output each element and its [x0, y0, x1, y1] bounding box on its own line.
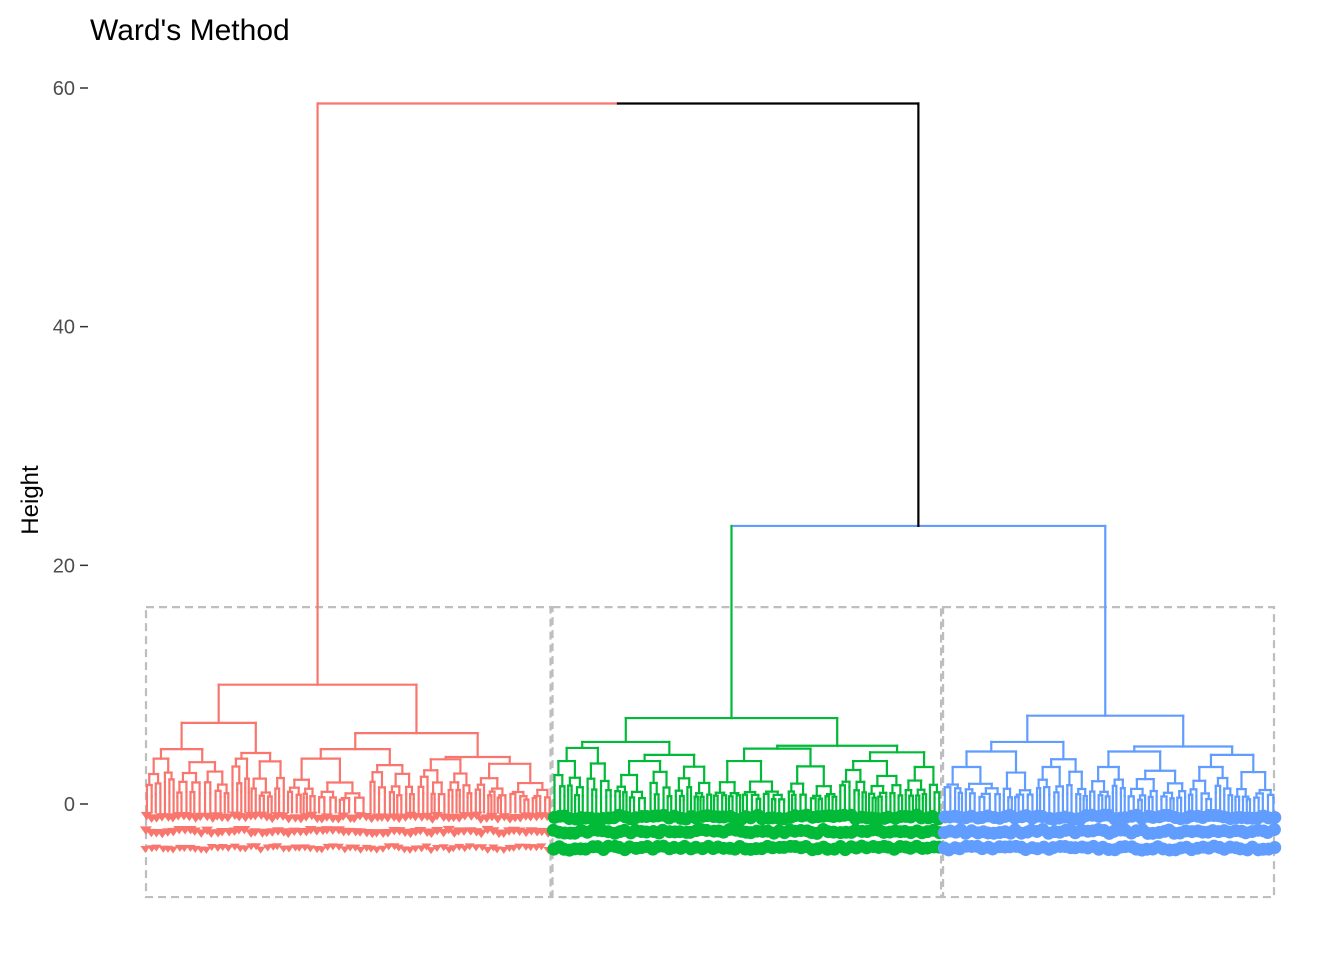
cluster-rectangle — [551, 605, 943, 899]
leaf-marker — [498, 846, 509, 854]
leaf-marker — [333, 843, 344, 851]
y-tick-label: 60 — [53, 78, 75, 100]
leaf-marker — [477, 844, 488, 852]
leaf-marker — [421, 812, 434, 822]
leaf-marker — [201, 846, 212, 854]
leaf-marker — [471, 844, 482, 852]
leaf-marker — [491, 815, 504, 824]
leaf-marker — [1268, 840, 1282, 854]
cluster-rectangle — [144, 605, 552, 899]
leaf-marker — [1268, 810, 1282, 824]
leaf-marker — [350, 844, 361, 852]
leaf-marker — [316, 846, 327, 854]
leaf-marker — [536, 843, 547, 851]
y-tick-label: 0 — [64, 794, 75, 816]
leaf-marker — [448, 845, 459, 853]
cluster-rectangles — [144, 605, 1276, 899]
y-axis: 0 20 40 60 — [53, 78, 88, 816]
leaf-marker — [442, 825, 455, 835]
leaf-marker — [410, 845, 421, 853]
leaf-marker — [485, 812, 498, 822]
leaf-marker — [238, 825, 251, 835]
chart-title: Ward's Method — [90, 14, 290, 47]
leaf-marker — [348, 814, 361, 824]
leaf-marker — [305, 811, 318, 821]
leaf-marker — [475, 829, 488, 839]
leaf-marker — [139, 826, 152, 835]
leaf-marker — [272, 843, 283, 851]
leaf-marker — [221, 813, 234, 823]
leaf-markers — [139, 808, 1282, 857]
leaf-marker — [283, 845, 294, 853]
cluster-rectangle — [941, 605, 1276, 899]
leaf-marker — [305, 845, 316, 853]
y-tick-label: 40 — [53, 317, 75, 339]
leaf-marker — [492, 846, 503, 854]
leaf-marker — [255, 846, 266, 854]
leaf-marker — [282, 829, 295, 839]
leaf-marker — [425, 829, 438, 839]
y-axis-label: Height — [17, 465, 44, 535]
leaf-marker-group — [139, 811, 555, 855]
leaf-marker — [140, 811, 153, 821]
leaf-marker — [277, 812, 290, 821]
leaf-marker-group — [546, 808, 946, 857]
leaf-marker — [195, 829, 208, 838]
y-tick-label: 20 — [53, 555, 75, 577]
leaf-marker — [140, 846, 151, 854]
leaf-marker — [240, 845, 251, 853]
leaf-marker — [1267, 823, 1281, 837]
leaf-marker — [482, 846, 493, 854]
leaf-marker — [339, 846, 350, 854]
leaf-marker-group — [937, 808, 1282, 857]
leaf-marker — [421, 843, 432, 851]
leaf-marker — [508, 844, 519, 852]
leaf-marker — [426, 847, 437, 855]
leaf-marker — [355, 846, 366, 854]
leaf-marker — [431, 845, 442, 853]
leaf-marker — [416, 845, 427, 853]
leaf-marker — [223, 845, 234, 853]
leaf-marker — [438, 844, 449, 852]
dendrogram-tree — [145, 102, 1275, 814]
leaf-marker — [404, 846, 415, 854]
leaf-marker — [377, 845, 388, 853]
leaf-marker — [371, 846, 382, 854]
leaf-marker — [168, 846, 179, 854]
leaf-marker — [487, 827, 500, 836]
leaf-marker — [498, 813, 511, 822]
leaf-marker — [514, 843, 525, 851]
leaf-marker — [381, 829, 394, 838]
